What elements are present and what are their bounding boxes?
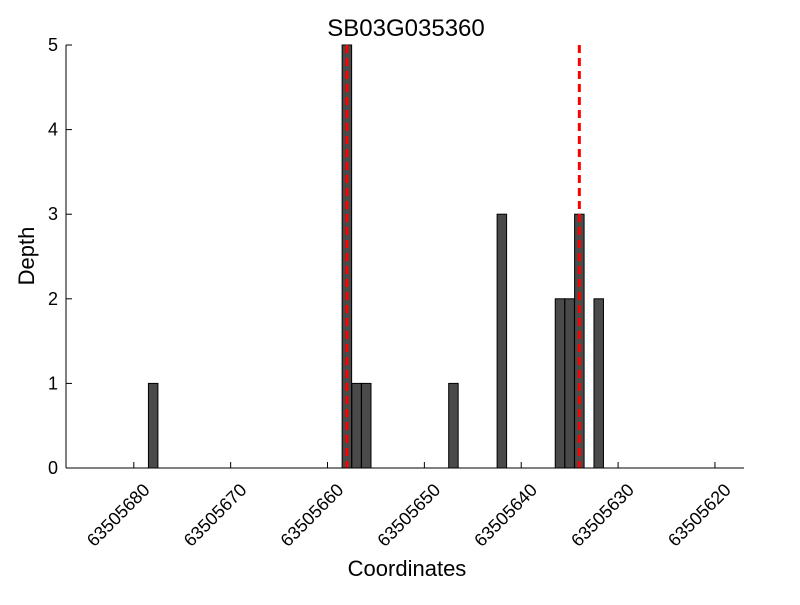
x-tick-label: 63505670: [180, 480, 251, 551]
bar: [496, 213, 508, 469]
y-tick-label: 0: [48, 458, 58, 478]
y-axis-title: Depth: [14, 227, 39, 286]
y-tick-label: 3: [48, 204, 58, 224]
bar: [147, 382, 159, 469]
x-axis-title: Coordinates: [348, 556, 467, 581]
x-tick-label: 63505640: [470, 480, 541, 551]
x-tick-label: 63505620: [664, 480, 735, 551]
x-tick-label: 63505660: [277, 480, 348, 551]
bar: [564, 298, 575, 469]
bar: [554, 298, 566, 469]
y-tick-label: 4: [48, 120, 58, 140]
chart-title: SB03G035360: [327, 15, 484, 42]
bar: [351, 382, 362, 469]
bar: [593, 298, 604, 469]
x-tick-label: 63505650: [373, 480, 444, 551]
y-tick-label: 1: [48, 373, 58, 393]
x-tick-label: 63505630: [567, 480, 638, 551]
y-tick-label: 2: [48, 289, 58, 309]
bar: [448, 382, 459, 469]
bar: [361, 382, 372, 469]
y-tick-label: 5: [48, 35, 58, 55]
x-tick-label: 63505680: [83, 480, 154, 551]
